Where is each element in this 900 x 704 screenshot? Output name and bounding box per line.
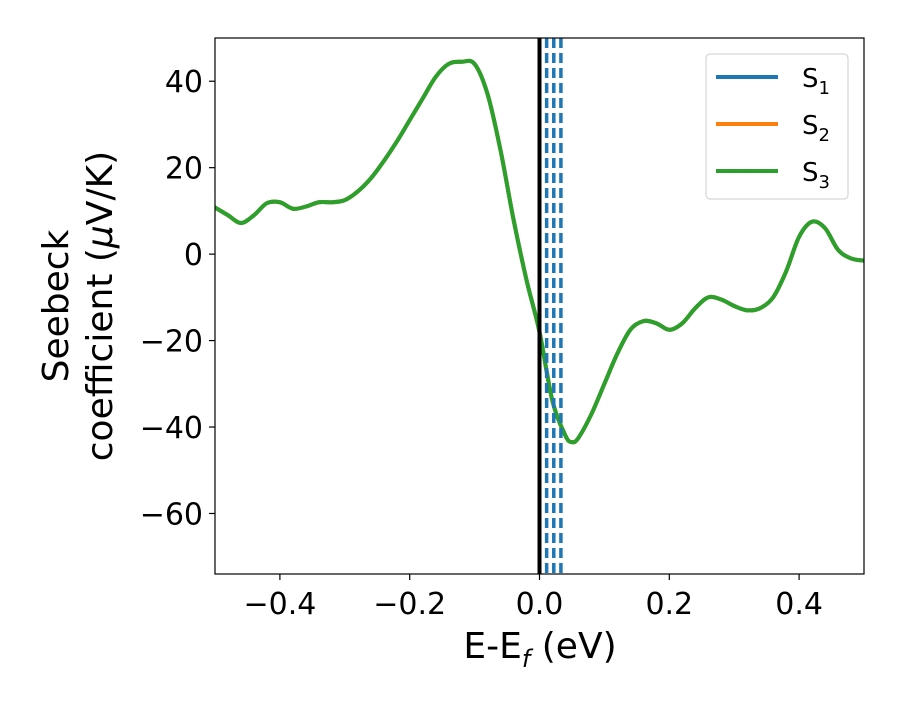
- legend-entry-s3: S3: [716, 158, 830, 193]
- y-tick-label-3: −20: [140, 325, 203, 360]
- y-tick-label-0: 40: [165, 65, 203, 100]
- y-axis-label-line2: coefficient (μV/K): [80, 151, 121, 461]
- y-tick-label-2: 0: [184, 238, 203, 273]
- x-axis-ticks: −0.4 −0.2 0.0 0.2 0.4: [243, 574, 823, 622]
- legend-label-s1: S1: [802, 64, 830, 99]
- y-tick-label-4: −40: [140, 411, 203, 446]
- x-tick-label-3: 0.2: [645, 587, 693, 622]
- x-tick-label-4: 0.4: [775, 587, 823, 622]
- y-tick-label-1: 20: [165, 152, 203, 187]
- series-line-s3: [215, 58, 864, 445]
- legend-label-s2: S2: [802, 111, 830, 146]
- series-layer: [215, 58, 864, 445]
- legend-label-s3: S3: [802, 158, 830, 193]
- vertical-lines-layer: [537, 38, 563, 574]
- legend-entry-s2: S2: [716, 111, 830, 146]
- legend-entry-s1: S1: [716, 64, 830, 99]
- y-axis-ticks: 40 20 0 −20 −40 −60: [140, 65, 215, 532]
- y-tick-label-5: −60: [140, 497, 203, 532]
- x-axis-label: E-Ef (eV): [463, 626, 616, 673]
- y-axis-label-line1: Seebeck: [36, 229, 77, 382]
- x-tick-label-2: 0.0: [516, 587, 564, 622]
- plot-area: [215, 38, 864, 574]
- x-tick-label-1: −0.2: [373, 587, 446, 622]
- x-tick-label-0: −0.4: [243, 587, 316, 622]
- y-axis-label: Seebeck coefficient (μV/K): [36, 151, 121, 461]
- legend-box: [705, 53, 849, 200]
- legend: S1 S2 S3: [705, 53, 849, 200]
